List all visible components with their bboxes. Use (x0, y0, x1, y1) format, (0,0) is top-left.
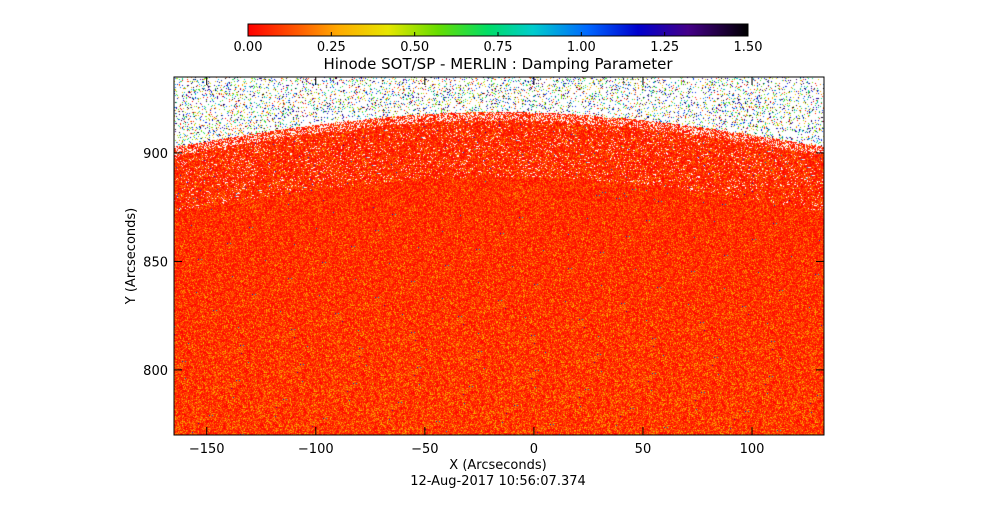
y-tick-label: 900 (143, 147, 168, 162)
colorbar-gradient (248, 24, 748, 36)
y-axis-ticks: 800 850 900 (143, 147, 824, 379)
x-tick-label: −50 (411, 442, 438, 457)
y-tick-label: 850 (143, 255, 168, 270)
damping-parameter-heatmap (174, 77, 824, 435)
y-axis-label: Y (Arcseconds) (124, 208, 139, 305)
colorbar-tick-label: 0.50 (400, 40, 429, 55)
x-tick-label: 50 (635, 442, 652, 457)
colorbar-tick-label: 1.50 (734, 40, 763, 55)
colorbar-tick-label: 1.25 (650, 40, 679, 55)
colorbar-ticks: 0.00 0.25 0.50 0.75 1.00 1.25 1.50 (234, 32, 763, 55)
colorbar-tick-label: 0.75 (484, 40, 513, 55)
x-axis-label: X (Arcseconds) (449, 458, 546, 473)
chart-title: Hinode SOT/SP - MERLIN : Damping Paramet… (323, 55, 673, 73)
timestamp: 12-Aug-2017 10:56:07.374 (410, 474, 586, 489)
colorbar-tick-label: 1.00 (567, 40, 596, 55)
x-tick-label: 100 (740, 442, 765, 457)
x-axis-ticks: −150 −100 −50 0 50 100 (189, 77, 765, 457)
colorbar-tick-label: 0.25 (317, 40, 346, 55)
x-tick-label: −150 (189, 442, 225, 457)
plot-area: −150 −100 −50 0 50 100 800 850 900 (143, 76, 825, 457)
colorbar: 0.00 0.25 0.50 0.75 1.00 1.25 1.50 (234, 23, 763, 55)
x-tick-label: −100 (298, 442, 334, 457)
colorbar-tick-label: 0.00 (234, 40, 263, 55)
x-tick-label: 0 (530, 442, 538, 457)
y-tick-label: 800 (143, 364, 168, 379)
plot-frame (173, 76, 825, 436)
